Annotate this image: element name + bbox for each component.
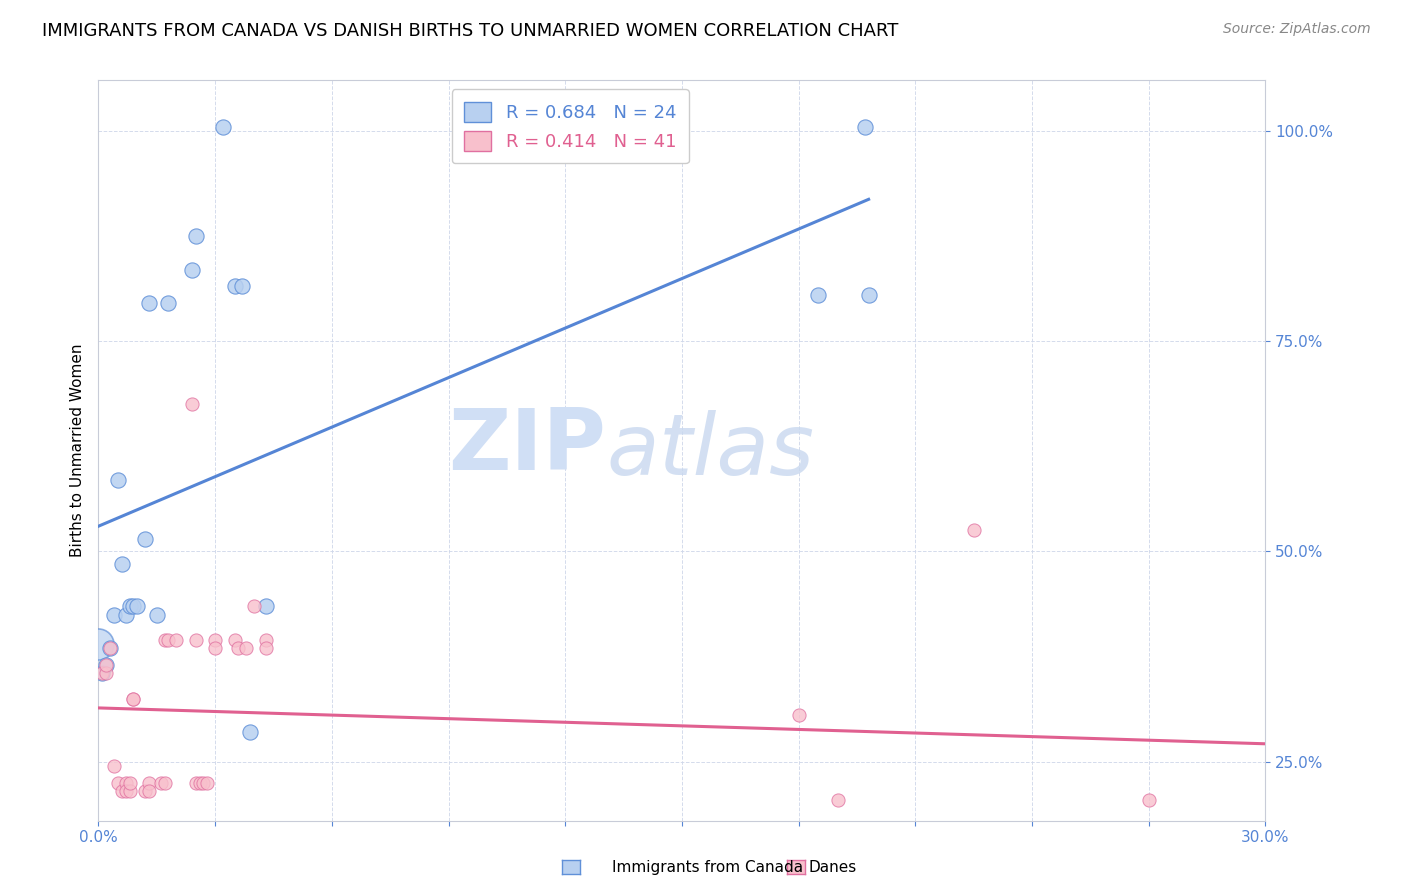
Text: ZIP: ZIP <box>449 405 606 488</box>
Point <box>807 288 830 302</box>
Point <box>149 776 172 790</box>
Point <box>122 691 145 706</box>
Point <box>165 632 187 647</box>
Point <box>138 296 160 310</box>
Point <box>98 641 121 656</box>
Point <box>193 776 215 790</box>
Point <box>134 532 156 546</box>
Point <box>962 524 984 538</box>
Point <box>134 784 156 798</box>
Point <box>153 776 176 790</box>
Point <box>114 776 136 790</box>
Text: Immigrants from Canada: Immigrants from Canada <box>612 860 803 874</box>
Point <box>127 599 149 613</box>
Point <box>243 599 266 613</box>
Point <box>827 792 849 806</box>
Point <box>1137 792 1160 806</box>
Point <box>103 607 125 622</box>
Point <box>91 666 114 681</box>
Point <box>184 776 207 790</box>
Point <box>153 632 176 647</box>
Point <box>96 658 118 673</box>
Point <box>195 776 218 790</box>
Point <box>157 632 180 647</box>
Point <box>111 557 134 571</box>
Point <box>239 725 262 739</box>
Text: IMMIGRANTS FROM CANADA VS DANISH BIRTHS TO UNMARRIED WOMEN CORRELATION CHART: IMMIGRANTS FROM CANADA VS DANISH BIRTHS … <box>42 22 898 40</box>
Point <box>146 607 169 622</box>
Point <box>118 599 141 613</box>
Point <box>103 759 125 773</box>
Text: Danes: Danes <box>808 860 856 874</box>
Text: Source: ZipAtlas.com: Source: ZipAtlas.com <box>1223 22 1371 37</box>
Point <box>254 632 277 647</box>
Point <box>184 632 207 647</box>
Point <box>91 666 114 681</box>
Point <box>204 632 226 647</box>
Point <box>212 120 235 134</box>
Point <box>184 228 207 243</box>
Point <box>235 641 257 656</box>
Point <box>853 120 876 134</box>
Point <box>114 784 136 798</box>
Point <box>180 397 202 411</box>
Point <box>114 607 136 622</box>
Point <box>204 641 226 656</box>
Point <box>118 784 141 798</box>
Point <box>254 599 277 613</box>
Point <box>188 776 211 790</box>
Point <box>180 262 202 277</box>
Point <box>224 279 246 293</box>
Point <box>1215 860 1237 874</box>
Text: atlas: atlas <box>606 410 814 493</box>
Point <box>107 473 129 487</box>
Point <box>254 641 277 656</box>
Legend: R = 0.684   N = 24, R = 0.414   N = 41: R = 0.684 N = 24, R = 0.414 N = 41 <box>451 89 689 163</box>
Point <box>157 296 180 310</box>
Point <box>858 288 880 302</box>
Point <box>231 279 253 293</box>
Point <box>107 776 129 790</box>
Point <box>146 835 169 849</box>
Point <box>138 776 160 790</box>
Point <box>98 641 121 656</box>
Point <box>118 776 141 790</box>
Point <box>87 637 110 651</box>
Point <box>96 666 118 681</box>
Point <box>122 691 145 706</box>
Point <box>138 784 160 798</box>
Point <box>122 599 145 613</box>
Point <box>111 784 134 798</box>
Point <box>224 632 246 647</box>
Y-axis label: Births to Unmarried Women: Births to Unmarried Women <box>69 343 84 558</box>
Point <box>96 658 118 673</box>
Point <box>787 708 810 723</box>
Point <box>228 641 250 656</box>
